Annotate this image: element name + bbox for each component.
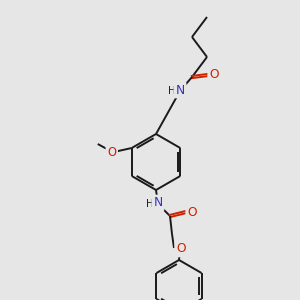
Text: O: O <box>187 206 197 218</box>
Text: H: H <box>146 199 154 209</box>
Text: O: O <box>209 68 219 82</box>
Text: H: H <box>168 86 176 96</box>
Text: O: O <box>176 242 186 256</box>
Text: N: N <box>153 196 163 209</box>
Text: O: O <box>107 146 116 158</box>
Text: N: N <box>176 83 184 97</box>
